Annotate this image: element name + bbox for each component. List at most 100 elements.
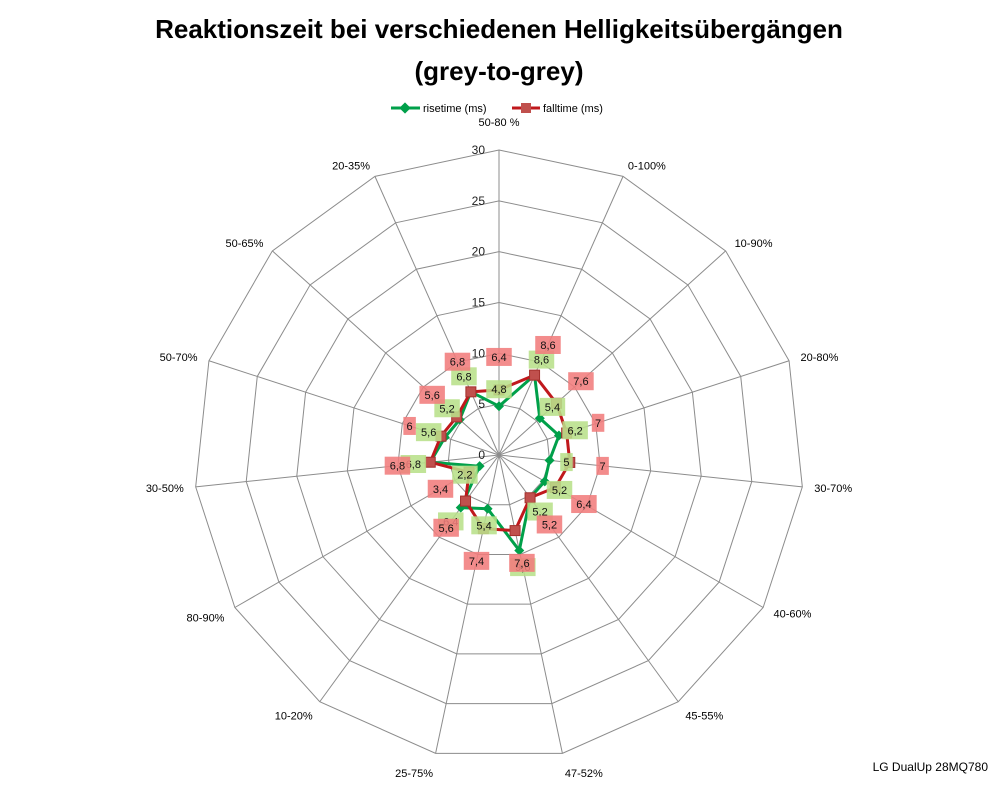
data-label-box (535, 335, 561, 354)
axis-spoke (498, 454, 563, 754)
falltime-marker (460, 495, 472, 507)
category-label: 50-80 % (479, 117, 520, 129)
legend: risetime (ms) falltime (ms) (391, 102, 603, 115)
axis-spoke (208, 360, 500, 456)
category-label: 47-52% (565, 768, 603, 780)
data-label: 5,2 (439, 403, 454, 415)
data-label: 5,4 (476, 520, 491, 532)
tick-label: 20 (472, 245, 486, 259)
data-label-box (546, 480, 573, 499)
data-label-box (384, 456, 411, 475)
radar-grid (195, 149, 803, 754)
legend-marker-risetime (399, 102, 411, 114)
grid-ring-10 (397, 352, 601, 555)
axis-spoke (498, 176, 624, 456)
falltime-marker (465, 386, 477, 398)
chart-title: Reaktionszeit bei verschiedenen Helligke… (155, 14, 843, 44)
data-label-box (486, 380, 512, 399)
data-label: 4,8 (491, 384, 506, 396)
axis-spoke (195, 454, 500, 488)
data-label-box (419, 385, 445, 404)
data-label: 6,8 (450, 357, 465, 369)
data-label: 6,4 (576, 499, 591, 511)
tick-label: 0 (478, 448, 485, 462)
data-label-box (539, 397, 566, 416)
data-label: 6,8 (390, 461, 405, 473)
category-label: 25-75% (395, 768, 433, 780)
grid-ring-15 (346, 301, 652, 605)
data-label: 5,6 (421, 427, 436, 439)
data-label-box (562, 421, 588, 440)
data-label: 6,8 (456, 371, 471, 383)
axis-spoke (498, 250, 726, 456)
category-label: 50-65% (226, 238, 264, 250)
category-label: 10-90% (735, 238, 773, 250)
data-label-box (596, 456, 609, 475)
data-label-box (451, 367, 477, 386)
tick-label: 5 (478, 397, 485, 411)
data-label-box (433, 518, 459, 537)
data-label: 8,6 (534, 355, 549, 367)
falltime-marker (524, 492, 536, 504)
legend-label-risetime: risetime (ms) (423, 103, 487, 115)
data-labels: 4,88,65,46,255,25,29,65,46,42,26,85,65,2… (384, 335, 609, 577)
data-label-box (403, 416, 416, 435)
radar-axes (195, 150, 803, 754)
risetime-marker (544, 455, 555, 466)
data-label: 5,2 (552, 485, 567, 497)
axis-spoke (374, 176, 500, 456)
tick-label: 10 (472, 346, 486, 360)
data-label-box (560, 453, 573, 472)
data-label-box (444, 352, 471, 371)
grid-ring-25 (245, 200, 753, 705)
risetime-marker (514, 545, 525, 556)
data-label: 7,4 (469, 556, 484, 568)
category-labels: 50-80 % 0-100% 10-90% 20-80% 30-70% 40-60% 45-… (146, 117, 853, 780)
data-label-box (571, 495, 597, 514)
data-label-box (471, 516, 497, 535)
data-label-box (536, 515, 563, 534)
data-label-box (568, 372, 594, 391)
data-label: 5,6 (425, 390, 440, 402)
falltime-marker (509, 525, 521, 537)
legend-item-falltime: falltime (ms) (512, 103, 603, 115)
data-label: 6,4 (491, 352, 506, 364)
tick-label: 15 (472, 296, 486, 310)
category-label: 20-80% (800, 352, 838, 364)
falltime-marker (424, 456, 436, 468)
data-label-box (486, 347, 512, 366)
axis-spoke (319, 454, 500, 703)
tick-label: 25 (472, 194, 486, 208)
data-label-box (427, 479, 454, 498)
data-label: 3,4 (433, 484, 448, 496)
data-label: 7 (595, 418, 601, 430)
data-label-box (415, 423, 442, 442)
category-label: 20-35% (332, 160, 370, 172)
grid-ring-30 (195, 149, 803, 754)
data-label-box (509, 553, 535, 572)
data-label: 2,2 (457, 470, 472, 482)
category-label: 10-20% (275, 710, 313, 722)
data-label: 8,6 (540, 340, 555, 352)
axis-spoke (498, 454, 679, 703)
data-label-box (528, 350, 555, 369)
data-label-box (591, 413, 605, 432)
data-label: 6 (407, 421, 413, 433)
data-label-box (463, 551, 490, 570)
axis-spoke (498, 360, 790, 456)
data-label: 5,2 (542, 519, 557, 531)
falltime-marker (529, 369, 541, 381)
data-label: 7,6 (514, 558, 529, 570)
category-label: 40-60% (774, 609, 812, 621)
legend-marker-falltime (521, 103, 531, 113)
category-label: 80-90% (187, 613, 225, 625)
grid-ring-5 (447, 403, 551, 506)
legend-item-risetime: risetime (ms) (391, 102, 487, 115)
category-label: 30-50% (146, 483, 184, 495)
category-label: 30-70% (814, 483, 852, 495)
risetime-marker (494, 401, 504, 412)
footer-model-name: LG DualUp 28MQ780 (872, 760, 988, 774)
data-label: 5 (563, 457, 569, 469)
data-label: 7,6 (573, 376, 588, 388)
